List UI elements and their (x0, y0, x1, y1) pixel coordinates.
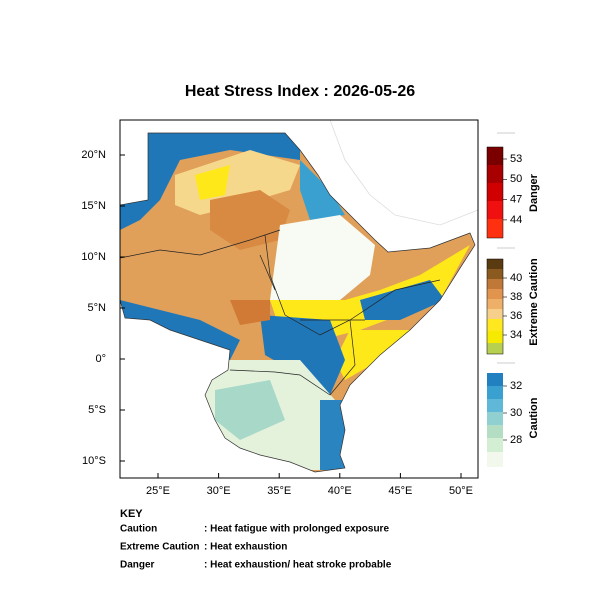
caution-bar (487, 373, 503, 467)
key-term: Danger (120, 560, 155, 571)
bar-tick-label: 40 (510, 272, 522, 284)
bar-tick-label: 30 (510, 407, 522, 419)
title: Heat Stress Index : 2026-05-26 (185, 83, 415, 100)
lat-tick-label: 5°N (88, 302, 107, 314)
extreme-caution-label: Extreme Caution (528, 258, 540, 346)
lon-tick-label: 30°E (207, 485, 231, 497)
lat-tick-label: 20°N (81, 149, 106, 161)
bar-tick-label: 34 (510, 329, 522, 341)
lon-tick-label: 25°E (146, 485, 170, 497)
lon-tick-label: 50°E (449, 485, 473, 497)
bar-tick-label: 44 (510, 214, 522, 226)
lat-tick-label: 5°S (88, 404, 106, 416)
caution-label: Caution (528, 397, 540, 438)
neighbor-outline (329, 120, 478, 226)
key-description: : Heat exhaustion (204, 542, 287, 553)
lat-tick-label: 10°N (81, 251, 106, 263)
lon-tick-label: 40°E (328, 485, 352, 497)
key-description: : Heat exhaustion/ heat stroke probable (204, 560, 392, 571)
lon-tick-label: 45°E (388, 485, 412, 497)
danger-bar (486, 146, 504, 239)
country-borders (120, 229, 441, 396)
bar-tick-label: 38 (510, 291, 522, 303)
bar-tick-label: 28 (510, 434, 522, 446)
lat-tick-label: 0° (95, 353, 106, 365)
lat-tick-label: 10°S (82, 455, 106, 467)
key-term: Caution (120, 524, 157, 535)
bar-tick-label: 47 (510, 194, 522, 206)
bar-tick-label: 36 (510, 310, 522, 322)
bar-tick-label: 32 (510, 380, 522, 392)
bar-tick-label: 50 (510, 173, 522, 185)
heat-field (120, 133, 475, 472)
extreme-caution-bar (486, 258, 504, 355)
bar-dividers (497, 132, 515, 364)
lat-tick-label: 15°N (81, 200, 106, 212)
bar-tick-label: 53 (510, 153, 522, 165)
key-heading: KEY (120, 508, 143, 520)
key-term: Extreme Caution (120, 542, 199, 553)
coastline (120, 132, 476, 473)
map (120, 120, 478, 473)
lon-tick-label: 35°E (267, 485, 291, 497)
key-description: : Heat fatigue with prolonged exposure (204, 524, 389, 535)
map-frame (119, 119, 479, 479)
danger-label: Danger (528, 173, 540, 212)
